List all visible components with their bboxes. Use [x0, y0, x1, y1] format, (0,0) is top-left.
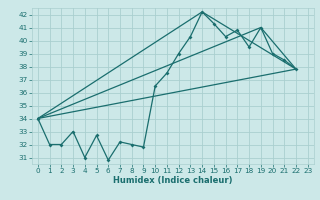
X-axis label: Humidex (Indice chaleur): Humidex (Indice chaleur) — [113, 176, 233, 185]
